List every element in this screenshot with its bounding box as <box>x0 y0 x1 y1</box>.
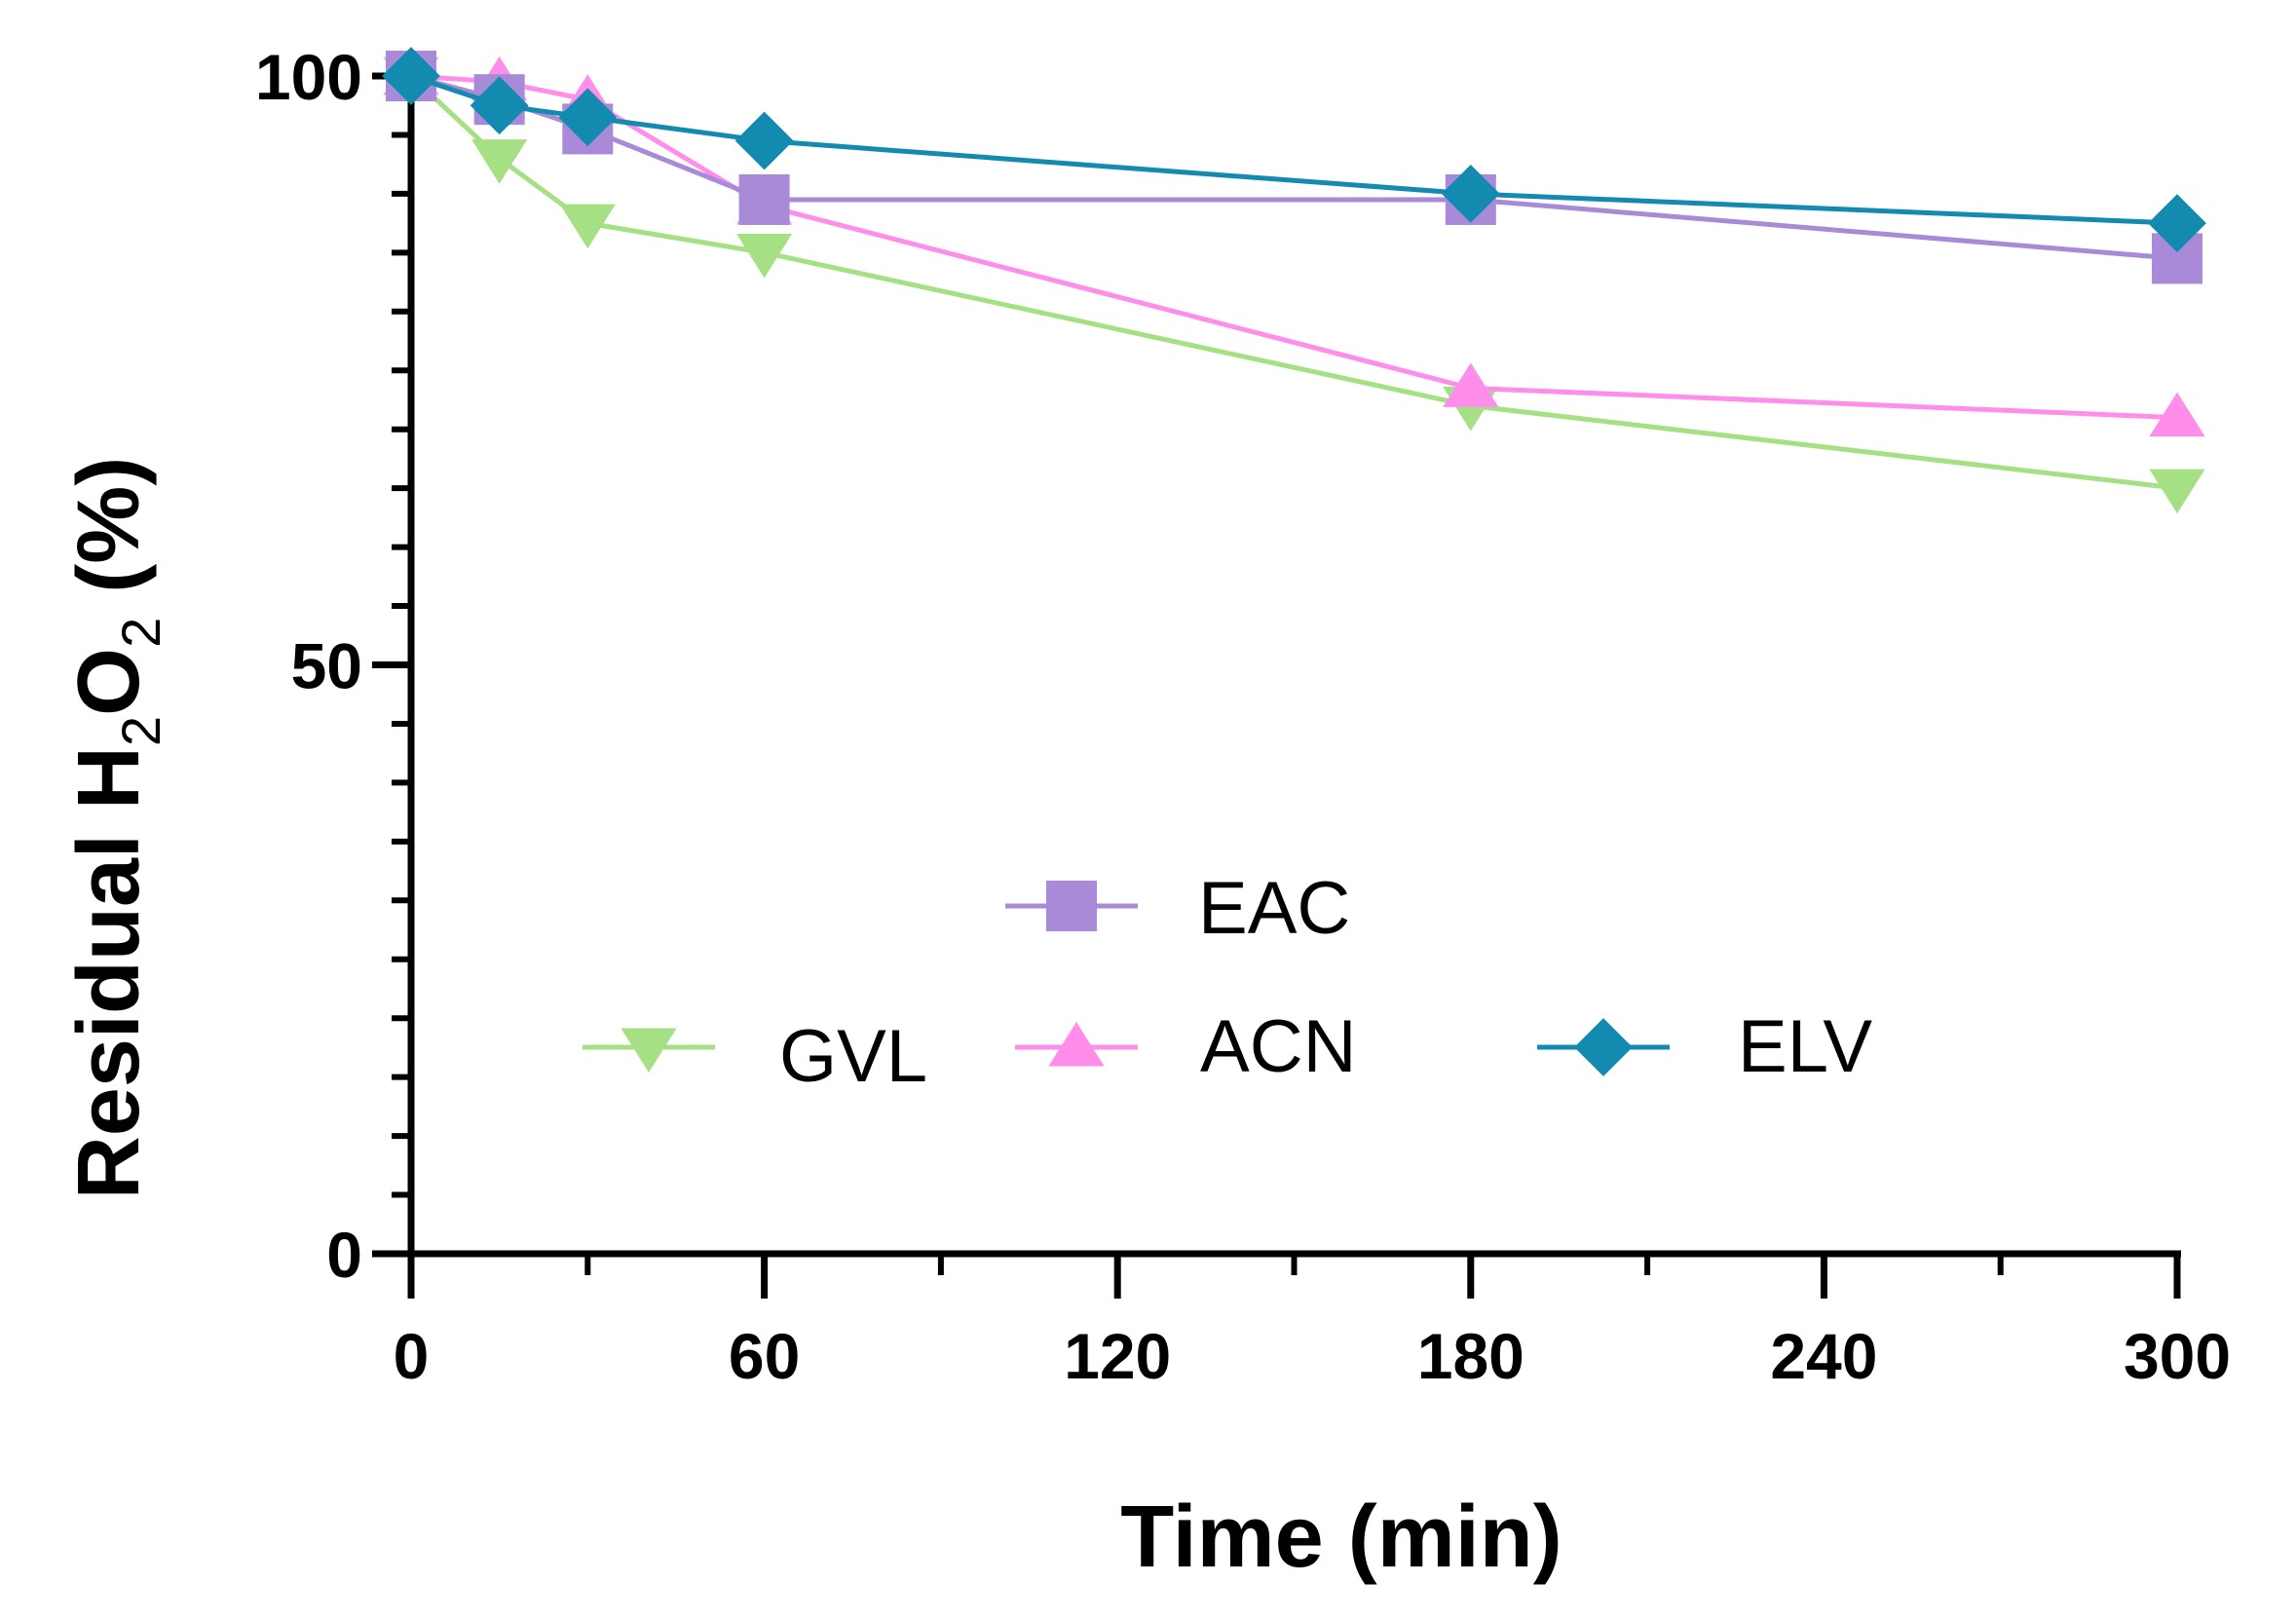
data-point-elv <box>470 76 529 135</box>
series-line-eac <box>410 73 2178 261</box>
data-point-elv <box>734 111 794 170</box>
legend-marker-gvl <box>621 1028 677 1073</box>
series-elv <box>382 47 2206 253</box>
legend-marker-elv <box>1574 1018 1633 1076</box>
legend-marker-eac <box>1046 881 1097 931</box>
legend-label-acn: ACN <box>1200 1005 1356 1088</box>
data-point-elv <box>382 47 440 105</box>
data-point-elv <box>558 88 618 147</box>
x-tick-label: 180 <box>1417 1320 1524 1392</box>
y-axis-title: Residual H2O2 (%) <box>60 457 171 1199</box>
data-point-gvl <box>559 204 616 249</box>
data-point-acn <box>2149 392 2205 437</box>
y-tick-label: 0 <box>326 1219 362 1291</box>
legend-item-elv: ELV <box>1537 1005 1872 1088</box>
legend-label-eac: EAC <box>1198 867 1350 950</box>
x-tick-label: 240 <box>1770 1320 1877 1392</box>
series-line-gvl <box>409 74 2178 491</box>
x-axis-title: Time (min) <box>1120 1489 1562 1586</box>
y-axis-title-tail: (%) <box>60 457 158 618</box>
y-axis-title-main: Residual H <box>60 746 158 1199</box>
data-point-elv <box>1441 165 1500 223</box>
legend: EAC GVL ACN ELV <box>583 867 1872 1098</box>
legend-label-elv: ELV <box>1738 1005 1872 1088</box>
y-tick-label: 100 <box>255 41 362 113</box>
x-tick-label: 0 <box>394 1320 430 1392</box>
legend-label-gvl: GVL <box>779 1015 927 1098</box>
data-point-eac <box>738 173 790 225</box>
x-tick-label: 300 <box>2124 1320 2231 1392</box>
series-eac <box>386 51 2202 284</box>
axes: 0 50 100 0 60 120 180 240 300 <box>255 41 2231 1392</box>
data-point-elv <box>2148 194 2206 253</box>
x-tick-label: 120 <box>1064 1320 1171 1392</box>
data-point-gvl <box>471 139 528 184</box>
y-axis-title-sub2: 2 <box>110 618 171 648</box>
legend-item-gvl: GVL <box>583 1015 927 1098</box>
y-axis-title-mid: O <box>60 648 158 716</box>
legend-item-acn: ACN <box>1015 1005 1356 1088</box>
data-point-gvl <box>2149 469 2205 514</box>
series-acn <box>383 51 2205 437</box>
legend-item-eac: EAC <box>1005 867 1350 950</box>
data-point-gvl <box>736 233 793 279</box>
data-point-acn <box>1443 362 1499 407</box>
series-layer <box>382 47 2206 514</box>
y-axis-title-sub1: 2 <box>110 716 171 746</box>
x-tick-label: 60 <box>729 1320 800 1392</box>
y-tick-label: 50 <box>291 630 362 702</box>
legend-marker-acn <box>1048 1022 1105 1067</box>
